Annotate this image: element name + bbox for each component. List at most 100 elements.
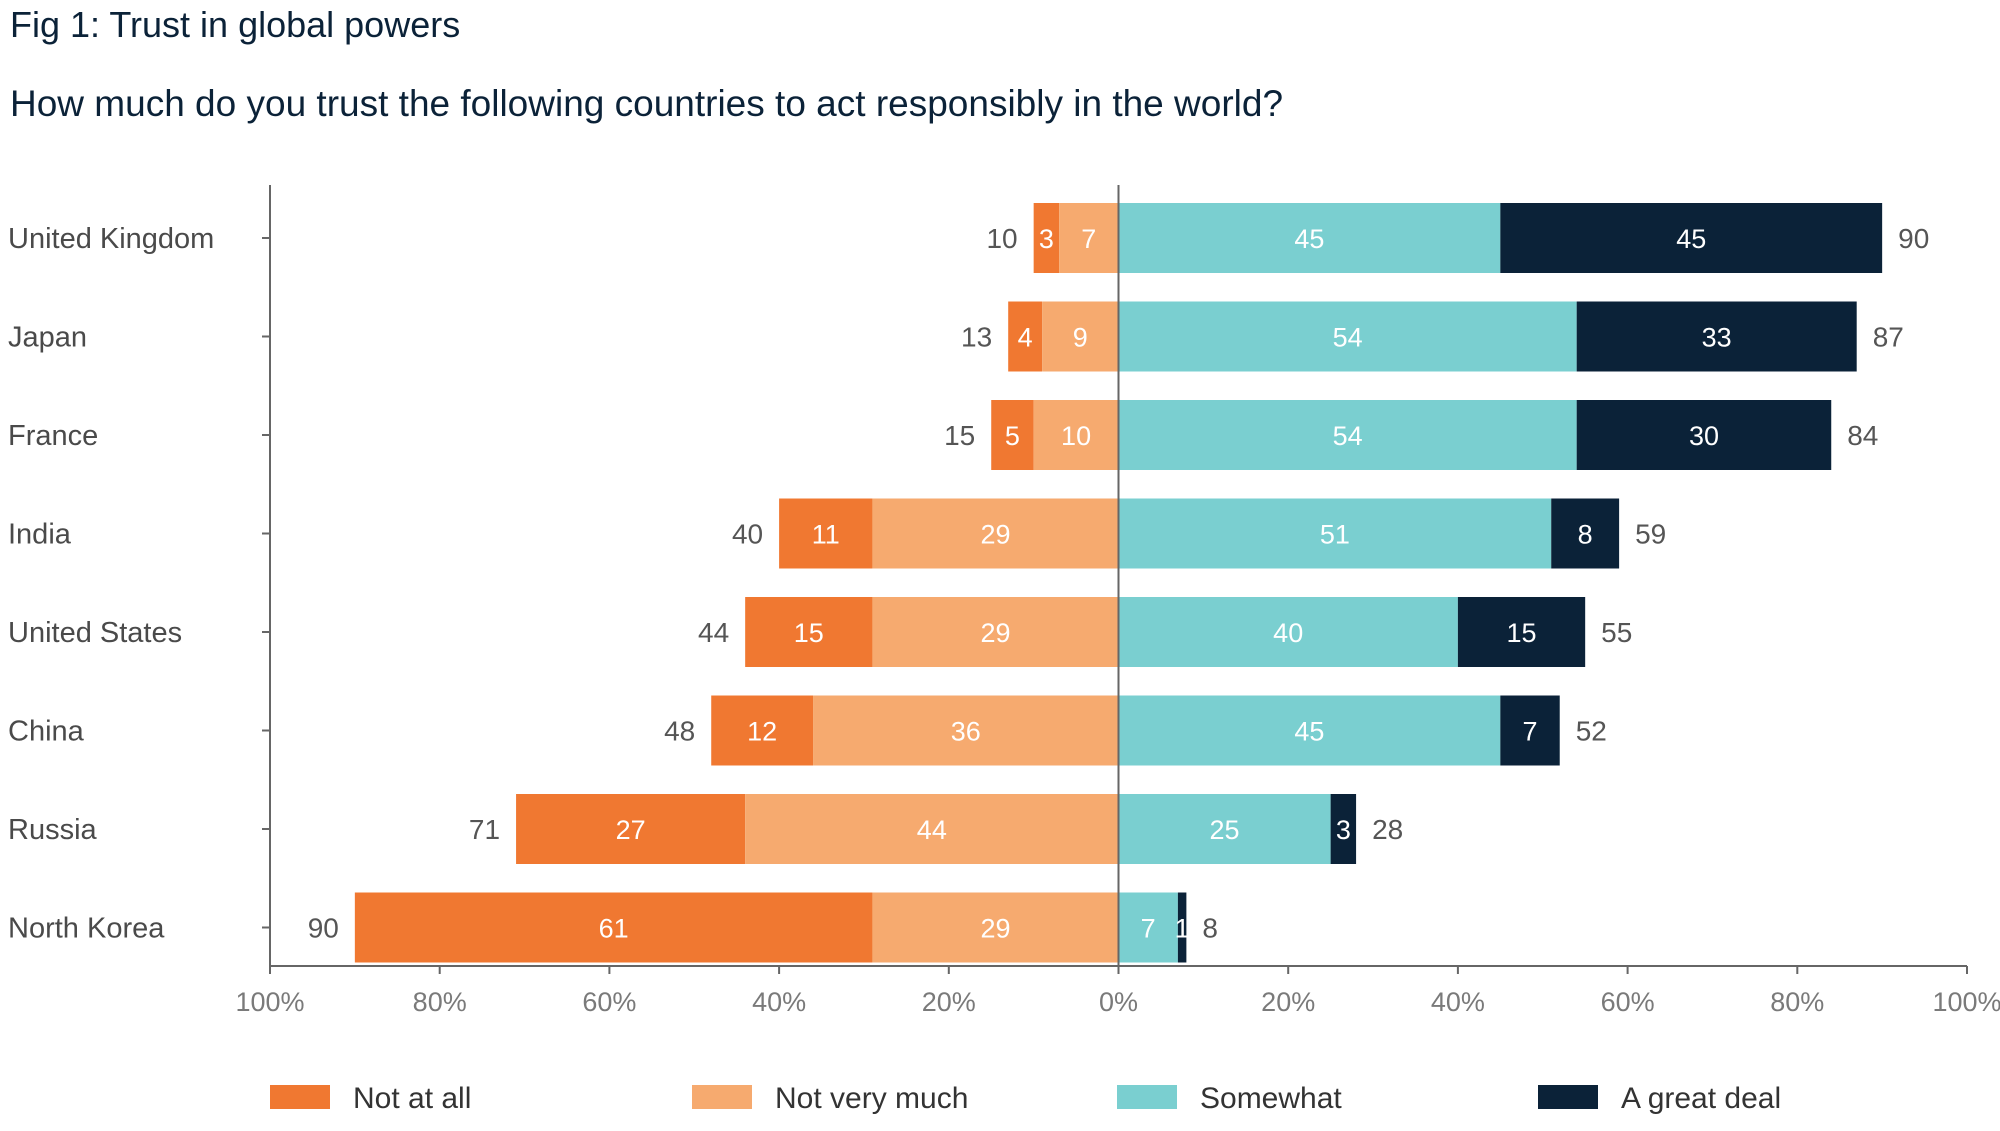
legend-swatch-not-at-all xyxy=(270,1085,330,1109)
data-label-not-very-much-china: 36 xyxy=(951,717,981,747)
bar-somewhat-united-kingdom xyxy=(1118,203,1501,273)
data-label-somewhat-united-states: 40 xyxy=(1273,618,1303,648)
bar-not-very-much-china xyxy=(813,695,1119,766)
data-label-a-great-deal-north-korea: 1 xyxy=(1175,914,1190,944)
data-label-somewhat-japan: 54 xyxy=(1333,323,1363,353)
bar-a-great-deal-india xyxy=(1551,498,1620,569)
data-label-not-at-all-north-korea: 61 xyxy=(599,914,629,944)
bar-not-very-much-north-korea xyxy=(872,892,1119,963)
data-label-somewhat-china: 45 xyxy=(1294,717,1324,747)
bar-a-great-deal-united-states xyxy=(1457,597,1586,667)
x-tick-label: 0% xyxy=(1099,987,1138,1017)
bar-somewhat-france xyxy=(1118,400,1577,470)
legend-label-somewhat: Somewhat xyxy=(1200,1082,1342,1115)
data-label-somewhat-russia: 25 xyxy=(1210,815,1240,845)
data-label-somewhat-united-kingdom: 45 xyxy=(1294,224,1324,254)
bar-somewhat-china xyxy=(1118,695,1501,766)
total-distrust-united-states: 44 xyxy=(698,617,729,648)
x-tick-label: 100% xyxy=(1932,987,2000,1017)
bar-somewhat-india xyxy=(1118,498,1552,569)
data-label-not-at-all-china: 12 xyxy=(747,717,777,747)
category-label-russia: Russia xyxy=(8,814,98,846)
data-label-somewhat-north-korea: 7 xyxy=(1141,914,1156,944)
category-label-india: India xyxy=(8,519,72,551)
x-tick-label: 20% xyxy=(1261,987,1315,1017)
data-label-not-at-all-india: 11 xyxy=(812,520,840,550)
data-label-not-at-all-japan: 4 xyxy=(1018,323,1033,353)
data-label-a-great-deal-russia: 3 xyxy=(1336,815,1351,845)
data-label-somewhat-france: 54 xyxy=(1333,421,1363,451)
x-tick-label: 20% xyxy=(922,987,976,1017)
chart-subtitle: How much do you trust the following coun… xyxy=(10,83,1284,124)
bar-a-great-deal-north-korea xyxy=(1177,892,1187,963)
bar-a-great-deal-russia xyxy=(1330,794,1357,864)
data-label-not-very-much-india: 29 xyxy=(980,520,1010,550)
bar-a-great-deal-france xyxy=(1576,400,1832,470)
bar-not-at-all-india xyxy=(779,498,873,569)
data-label-a-great-deal-japan: 33 xyxy=(1702,323,1732,353)
data-label-not-very-much-japan: 9 xyxy=(1073,323,1088,353)
data-label-not-very-much-russia: 44 xyxy=(917,815,947,845)
x-tick-label: 40% xyxy=(752,987,806,1017)
bar-not-at-all-russia xyxy=(516,794,746,864)
total-distrust-north-korea: 90 xyxy=(308,913,339,944)
bar-a-great-deal-japan xyxy=(1576,301,1857,372)
legend-label-not-at-all: Not at all xyxy=(353,1082,471,1115)
bar-not-at-all-china xyxy=(711,695,814,766)
legend-swatch-not-very-much xyxy=(692,1085,752,1109)
bar-not-very-much-japan xyxy=(1042,301,1119,372)
legend-swatch-a-great-deal xyxy=(1538,1085,1598,1109)
bar-a-great-deal-china xyxy=(1500,695,1560,766)
data-label-not-at-all-russia: 27 xyxy=(616,815,646,845)
data-label-a-great-deal-france: 30 xyxy=(1689,421,1719,451)
total-trust-japan: 87 xyxy=(1873,322,1904,353)
total-distrust-united-kingdom: 10 xyxy=(986,223,1017,254)
total-trust-united-kingdom: 90 xyxy=(1898,223,1929,254)
total-distrust-france: 15 xyxy=(944,420,975,451)
category-label-japan: Japan xyxy=(8,322,87,354)
total-trust-russia: 28 xyxy=(1372,814,1403,845)
data-label-a-great-deal-united-states: 15 xyxy=(1507,618,1537,648)
bar-not-very-much-russia xyxy=(745,794,1119,864)
chart-title: Fig 1: Trust in global powers xyxy=(10,4,461,45)
total-trust-france: 84 xyxy=(1847,420,1878,451)
total-distrust-india: 40 xyxy=(732,519,763,550)
category-label-china: China xyxy=(8,716,85,748)
category-label-united-kingdom: United Kingdom xyxy=(8,223,214,255)
bar-not-at-all-france xyxy=(991,400,1034,470)
bar-not-very-much-united-kingdom xyxy=(1059,203,1119,273)
data-label-not-at-all-united-kingdom: 3 xyxy=(1039,224,1054,254)
data-label-a-great-deal-india: 8 xyxy=(1578,520,1593,550)
data-label-not-very-much-north-korea: 29 xyxy=(980,914,1010,944)
x-tick-label: 100% xyxy=(235,987,304,1017)
data-label-not-very-much-france: 10 xyxy=(1061,421,1091,451)
bar-not-very-much-india xyxy=(872,498,1119,569)
data-label-not-at-all-united-states: 15 xyxy=(794,618,824,648)
data-label-not-very-much-united-states: 29 xyxy=(980,618,1010,648)
total-trust-india: 59 xyxy=(1635,519,1666,550)
legend-label-a-great-deal: A great deal xyxy=(1621,1082,1781,1115)
x-tick-label: 40% xyxy=(1431,987,1485,1017)
data-label-not-at-all-france: 5 xyxy=(1005,421,1020,451)
total-distrust-japan: 13 xyxy=(961,322,992,353)
x-tick-label: 80% xyxy=(1770,987,1824,1017)
data-label-a-great-deal-china: 7 xyxy=(1523,717,1538,747)
legend-swatch-somewhat xyxy=(1117,1085,1177,1109)
total-trust-china: 52 xyxy=(1576,716,1607,747)
data-label-not-very-much-united-kingdom: 7 xyxy=(1081,224,1096,254)
category-label-north-korea: North Korea xyxy=(8,913,165,945)
data-label-a-great-deal-united-kingdom: 45 xyxy=(1676,224,1706,254)
bar-not-at-all-north-korea xyxy=(354,892,873,963)
category-label-france: France xyxy=(8,420,98,452)
bar-not-at-all-japan xyxy=(1008,301,1043,372)
total-distrust-russia: 71 xyxy=(469,814,500,845)
bar-not-very-much-united-states xyxy=(872,597,1119,667)
x-tick-label: 60% xyxy=(1601,987,1655,1017)
bar-somewhat-united-states xyxy=(1118,597,1458,667)
data-label-somewhat-india: 51 xyxy=(1320,520,1350,550)
total-distrust-china: 48 xyxy=(664,716,695,747)
total-trust-north-korea: 8 xyxy=(1202,913,1218,944)
bar-not-at-all-united-kingdom xyxy=(1033,203,1060,273)
total-trust-united-states: 55 xyxy=(1601,617,1632,648)
